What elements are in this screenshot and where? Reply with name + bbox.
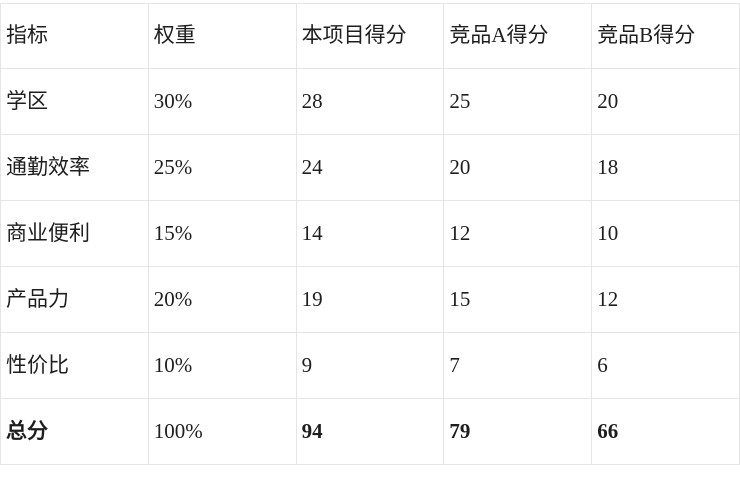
- table-cell: 10%: [147, 332, 297, 399]
- column-header: 竞品A得分: [443, 3, 593, 69]
- table-cell: 20: [443, 134, 593, 201]
- table-cell: 94: [295, 398, 445, 465]
- column-header: 本项目得分: [295, 3, 445, 69]
- table-cell: 商业便利: [0, 200, 149, 267]
- table-cell: 6: [591, 332, 740, 399]
- header-row: 指标 权重 本项目得分 竞品A得分 竞品B得分: [0, 3, 740, 69]
- column-header: 竞品B得分: [591, 3, 740, 69]
- table-cell: 30%: [147, 68, 297, 135]
- score-comparison-table: 指标 权重 本项目得分 竞品A得分 竞品B得分 学区 30% 28 25 20 通勤效率 25% 24…: [0, 3, 740, 465]
- table-cell: 7: [443, 332, 593, 399]
- table-cell: 28: [295, 68, 445, 135]
- table-cell: 总分: [0, 398, 149, 465]
- table-cell: 性价比: [0, 332, 149, 399]
- table-cell: 25: [443, 68, 593, 135]
- table-row: 学区 30% 28 25 20: [0, 68, 740, 135]
- table-cell: 100%: [147, 398, 297, 465]
- column-header: 指标: [0, 3, 149, 69]
- table-row: 商业便利 15% 14 12 10: [0, 200, 740, 267]
- table-cell: 12: [591, 266, 740, 333]
- table-cell: 10: [591, 200, 740, 267]
- table-cell: 25%: [147, 134, 297, 201]
- table-row: 性价比 10% 9 7 6: [0, 332, 740, 399]
- table-cell: 学区: [0, 68, 149, 135]
- table-cell: 24: [295, 134, 445, 201]
- table-cell: 66: [591, 398, 740, 465]
- table-cell: 20: [591, 68, 740, 135]
- table-cell: 18: [591, 134, 740, 201]
- table-cell: 15%: [147, 200, 297, 267]
- table-cell: 9: [295, 332, 445, 399]
- table-body: 学区 30% 28 25 20 通勤效率 25% 24 20 18 商业便利 15% 14 12 10 产品力…: [0, 68, 740, 465]
- table-cell: 产品力: [0, 266, 149, 333]
- column-header: 权重: [147, 3, 297, 69]
- table-cell: 15: [443, 266, 593, 333]
- table-row: 产品力 20% 19 15 12: [0, 266, 740, 333]
- table-row: 通勤效率 25% 24 20 18: [0, 134, 740, 201]
- table-cell: 14: [295, 200, 445, 267]
- table-cell: 20%: [147, 266, 297, 333]
- table-cell: 通勤效率: [0, 134, 149, 201]
- table-cell: 79: [443, 398, 593, 465]
- table-cell: 19: [295, 266, 445, 333]
- table-cell: 12: [443, 200, 593, 267]
- table-row: 总分 100% 94 79 66: [0, 398, 740, 465]
